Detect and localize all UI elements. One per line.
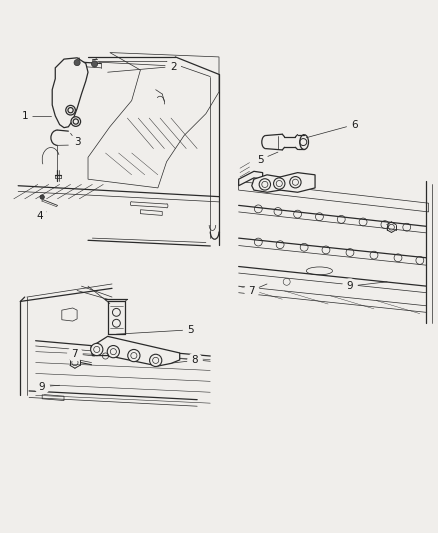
Polygon shape [62,308,77,321]
Circle shape [66,106,75,115]
Circle shape [187,352,203,368]
Circle shape [253,152,268,167]
Text: 4: 4 [37,211,43,221]
Circle shape [274,178,285,189]
Circle shape [150,354,162,367]
Text: 5: 5 [187,325,194,335]
Circle shape [346,117,362,133]
Text: 2: 2 [170,61,177,71]
Circle shape [183,322,198,338]
Circle shape [66,310,73,317]
Circle shape [17,108,32,124]
Text: 3: 3 [74,137,81,147]
Text: 8: 8 [192,356,198,365]
Circle shape [342,278,358,294]
Circle shape [91,343,103,356]
Circle shape [128,350,140,362]
Text: 7: 7 [71,349,78,359]
Circle shape [67,346,83,362]
Polygon shape [52,58,88,128]
Text: 6: 6 [351,119,358,130]
Circle shape [74,60,80,66]
Circle shape [71,117,81,126]
Circle shape [107,345,120,358]
Circle shape [259,179,271,190]
Circle shape [40,195,44,199]
Polygon shape [280,173,315,192]
Polygon shape [252,175,280,192]
Circle shape [34,379,50,394]
Circle shape [165,59,181,75]
Text: 5: 5 [257,155,264,165]
Polygon shape [239,171,263,185]
Circle shape [32,208,48,224]
Circle shape [113,309,120,316]
Circle shape [92,61,98,67]
Circle shape [244,282,260,298]
Polygon shape [91,336,180,366]
Circle shape [113,319,120,327]
Text: 1: 1 [21,111,28,121]
Circle shape [69,134,85,150]
Text: 9: 9 [39,382,46,392]
Text: 9: 9 [346,281,353,291]
Text: 7: 7 [248,286,255,295]
Circle shape [290,176,301,188]
